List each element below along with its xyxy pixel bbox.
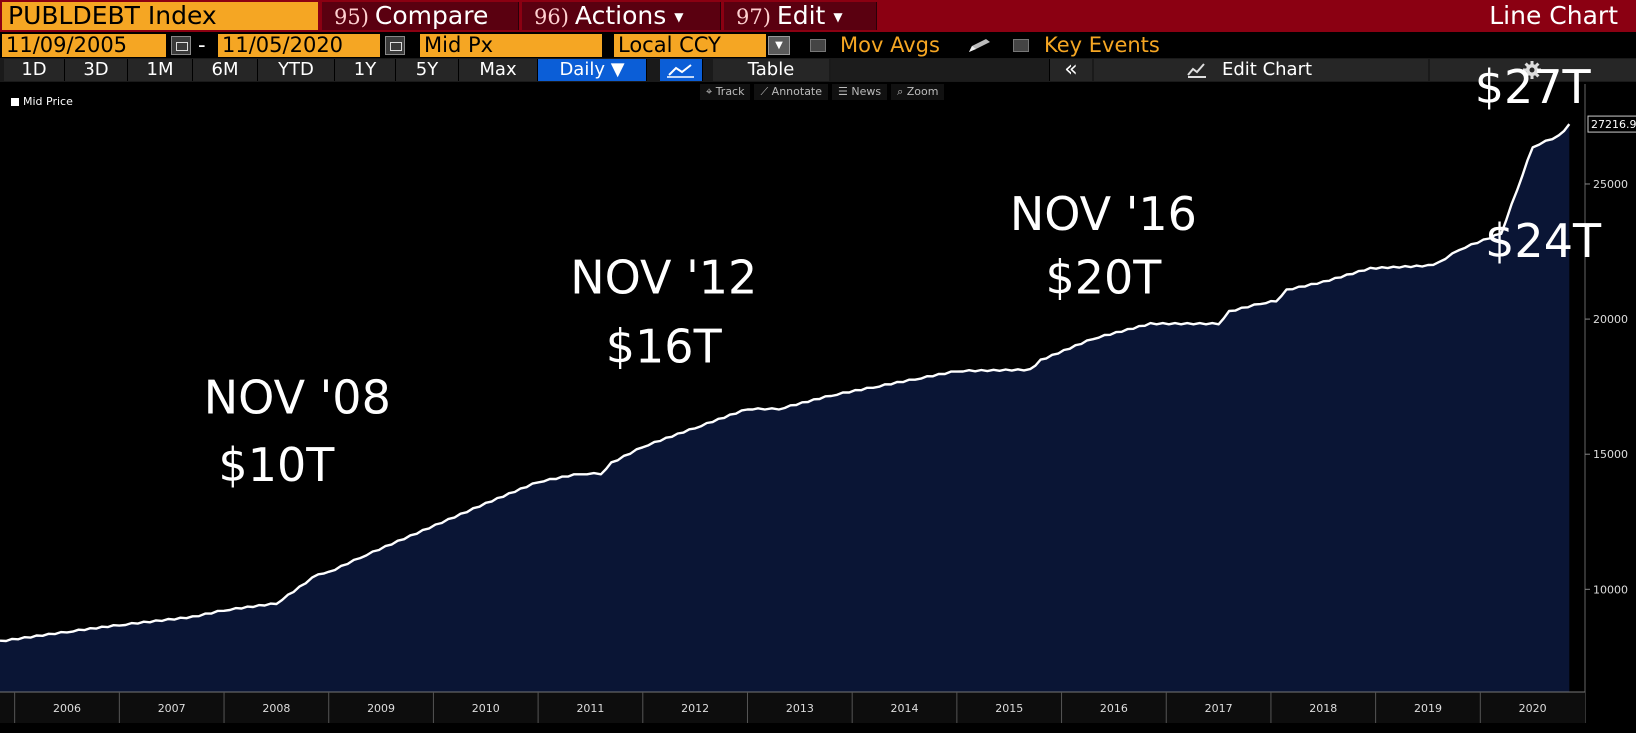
- table-view-button[interactable]: Table: [713, 59, 829, 81]
- period-3d-button[interactable]: 3D: [65, 59, 128, 81]
- annotation-label: $24T: [1485, 214, 1602, 268]
- date-separator: -: [198, 33, 206, 57]
- currency-select[interactable]: Local CCY: [614, 34, 766, 57]
- line-chart-glyph: [667, 64, 694, 78]
- edit-chart-icon: [1187, 63, 1206, 78]
- edit-chart-button[interactable]: Edit Chart: [1094, 59, 1428, 81]
- actions-menu-button[interactable]: 96) Actions ▼: [522, 2, 721, 30]
- x-tick-label: 2017: [1205, 702, 1233, 715]
- chart-subtools: ⌖ Track ⟋ Annotate ☰ News ⌕ Zoom: [700, 84, 948, 100]
- security-ticker[interactable]: PUBLDEBT Index: [2, 2, 318, 30]
- menu-label: Actions: [574, 1, 667, 30]
- period-1d-button[interactable]: 1D: [4, 59, 65, 81]
- period-ytd-button[interactable]: YTD: [258, 59, 335, 81]
- annotation-label: NOV '16: [1010, 187, 1197, 241]
- x-tick-label: 2007: [158, 702, 186, 715]
- frequency-select[interactable]: Daily ▼: [538, 59, 647, 81]
- y-tick-label: 15000: [1593, 448, 1628, 461]
- track-tool[interactable]: ⌖ Track: [700, 84, 751, 100]
- caret-down-icon: ▼: [833, 10, 843, 24]
- chevron-down-icon[interactable]: ▼: [768, 36, 790, 55]
- menu-number: 97): [736, 5, 771, 29]
- menu-number: 95): [334, 5, 369, 29]
- period-max-button[interactable]: Max: [459, 59, 538, 81]
- period-5y-button[interactable]: 5Y: [396, 59, 459, 81]
- key-events-label[interactable]: Key Events: [1044, 33, 1160, 57]
- price-field-select[interactable]: Mid Px: [420, 34, 602, 57]
- x-tick-label: 2006: [53, 702, 81, 715]
- legend-swatch: [11, 98, 19, 106]
- end-date-field[interactable]: 11/05/2020: [218, 34, 380, 57]
- x-tick-label: 2012: [681, 702, 709, 715]
- annotation-label: NOV '08: [204, 371, 391, 425]
- x-axis-band: [0, 692, 1585, 723]
- zoom-tool[interactable]: ⌕ Zoom: [891, 84, 945, 100]
- calendar-icon[interactable]: [171, 36, 191, 55]
- chart-toolbar: 1D 3D 1M 6M YTD 1Y 5Y Max Daily ▼ Table …: [0, 58, 1636, 82]
- y-tick-label: 10000: [1593, 583, 1628, 596]
- annotation-label: $27T: [1475, 60, 1592, 114]
- settings-button[interactable]: [1430, 59, 1636, 81]
- x-tick-label: 2008: [262, 702, 290, 715]
- toolbar-spacer: [831, 59, 1050, 81]
- title-bar: PUBLDEBT Index 95) Compare 96) Actions ▼ 97…: [0, 0, 1636, 32]
- range-bar: 11/09/2005 - 11/05/2020 Mid Px Local CCY…: [0, 32, 1636, 58]
- gear-icon: [1523, 61, 1541, 79]
- x-tick-label: 2009: [367, 702, 395, 715]
- news-tool[interactable]: ☰ News: [832, 84, 888, 100]
- x-tick-label: 2016: [1100, 702, 1128, 715]
- x-tick-label: 2013: [786, 702, 814, 715]
- y-tick-label: 20000: [1593, 313, 1628, 326]
- collapse-icon[interactable]: «: [1050, 59, 1092, 81]
- compare-menu-button[interactable]: 95) Compare: [322, 2, 519, 30]
- line-chart-icon[interactable]: [660, 59, 703, 81]
- legend-label: Mid Price: [23, 95, 73, 108]
- edit-menu-button[interactable]: 97) Edit ▼: [724, 2, 877, 30]
- annotation-label: $10T: [218, 438, 335, 492]
- chart-type-title: Line Chart: [1489, 1, 1618, 30]
- chart-legend: Mid Price: [11, 95, 73, 108]
- mov-avgs-checkbox[interactable]: [810, 39, 826, 52]
- x-tick-label: 2019: [1414, 702, 1442, 715]
- x-tick-label: 2014: [891, 702, 919, 715]
- x-tick-label: 2011: [576, 702, 604, 715]
- edit-chart-label: Edit Chart: [1222, 59, 1313, 80]
- last-value-label: 27216.98: [1591, 118, 1636, 131]
- caret-down-icon: ▼: [674, 10, 684, 24]
- menu-label: Compare: [374, 1, 489, 30]
- calendar-icon[interactable]: [385, 36, 405, 55]
- annotate-tool[interactable]: ⟋ Annotate: [754, 84, 829, 100]
- y-tick-label: 25000: [1593, 178, 1628, 191]
- x-tick-label: 2015: [995, 702, 1023, 715]
- period-6m-button[interactable]: 6M: [193, 59, 258, 81]
- start-date-field[interactable]: 11/09/2005: [2, 34, 166, 57]
- last-value-box: [1587, 115, 1636, 133]
- menu-label: Edit: [776, 1, 826, 30]
- bottom-strip: [0, 723, 1636, 733]
- mov-avgs-label[interactable]: Mov Avgs: [840, 33, 940, 57]
- x-tick-label: 2018: [1309, 702, 1337, 715]
- period-1m-button[interactable]: 1M: [128, 59, 193, 81]
- key-events-checkbox[interactable]: [1013, 39, 1029, 52]
- annotation-label: $16T: [606, 319, 723, 373]
- annotation-label: NOV '12: [570, 250, 757, 304]
- annotation-label: $20T: [1045, 250, 1162, 304]
- pencil-icon[interactable]: [966, 38, 992, 54]
- x-tick-label: 2020: [1519, 702, 1547, 715]
- series-line: [0, 123, 1571, 643]
- menu-number: 96): [534, 5, 569, 29]
- period-1y-button[interactable]: 1Y: [335, 59, 396, 81]
- x-tick-label: 2010: [472, 702, 500, 715]
